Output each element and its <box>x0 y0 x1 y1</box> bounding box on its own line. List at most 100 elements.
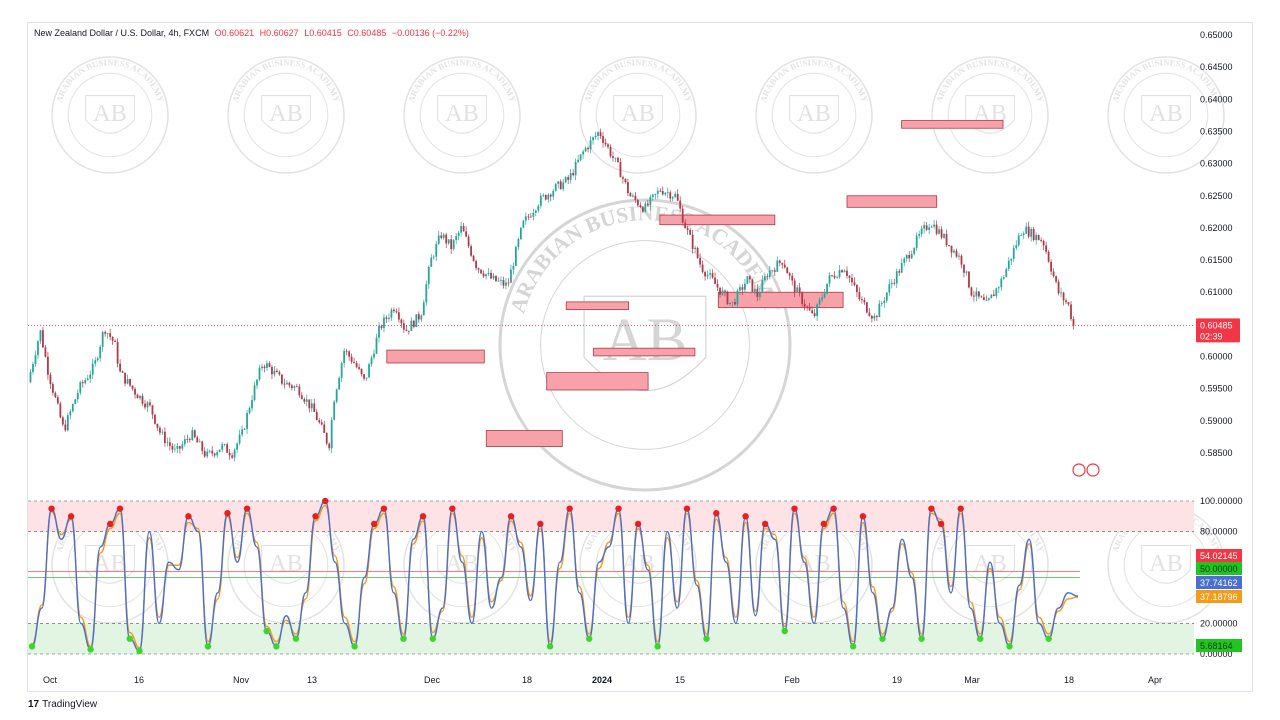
candle-body <box>246 413 248 430</box>
overbought-dot <box>243 505 251 512</box>
watermark-initials: AB <box>93 100 127 127</box>
candle-body <box>569 173 572 180</box>
oversold-dot <box>1006 643 1013 650</box>
candle-body <box>597 132 599 137</box>
candle-body <box>445 234 448 244</box>
overbought-dot <box>419 513 427 520</box>
overbought-band <box>28 501 1194 532</box>
time-tick-label: Feb <box>784 675 800 685</box>
candle-body <box>557 181 560 184</box>
candle-body <box>124 372 126 384</box>
candle-body <box>691 234 694 250</box>
candle-body <box>614 157 617 159</box>
candle-body <box>221 444 224 450</box>
candle-body <box>285 382 288 385</box>
candle-body <box>746 276 749 284</box>
candle-body <box>607 144 609 147</box>
candle-body <box>856 285 858 293</box>
candle-body <box>963 264 965 273</box>
overbought-dot <box>830 505 837 512</box>
oversold-dot <box>273 643 280 650</box>
candle-body <box>39 330 42 342</box>
candle-body <box>781 262 784 265</box>
candle-body <box>442 234 445 238</box>
candle-body <box>599 132 602 137</box>
price-tick-label: 0.62500 <box>1200 191 1233 201</box>
candle-body <box>243 429 246 430</box>
candle-body <box>627 182 629 194</box>
candle-body <box>313 403 316 412</box>
candle-body <box>734 301 736 305</box>
candle-body <box>686 228 689 230</box>
osc-value-badge <box>1196 549 1242 562</box>
candle-body <box>990 294 993 299</box>
candle-body <box>654 193 657 195</box>
candle-body <box>564 177 567 183</box>
candle-body <box>567 177 570 180</box>
candle-body <box>980 296 983 298</box>
candle-body <box>273 370 276 375</box>
candle-body <box>985 299 988 301</box>
candle-body <box>492 275 495 279</box>
last-price-badge <box>1196 318 1240 343</box>
osc-value-text: 37.18796 <box>1200 592 1238 602</box>
overbought-dot <box>116 505 124 512</box>
candle-body <box>1025 226 1028 234</box>
candle-body <box>913 247 916 254</box>
candle-body <box>37 341 39 356</box>
supply-zone <box>846 195 938 208</box>
overbought-dot <box>507 513 515 520</box>
candlestick-series <box>28 128 1194 462</box>
candle-body <box>79 382 82 393</box>
candle-body <box>841 270 843 273</box>
candle-body <box>920 228 923 235</box>
candle-body <box>383 317 385 329</box>
candle-body <box>136 394 139 399</box>
candle-body <box>256 379 258 386</box>
overbought-dot <box>713 510 720 517</box>
candle-body <box>925 225 928 230</box>
supply-zone <box>593 347 696 357</box>
oversold-dot <box>87 646 94 653</box>
candle-body <box>861 299 863 300</box>
candle-body <box>266 363 268 369</box>
ohlc-close: C0.60485 <box>347 28 387 38</box>
candle-body <box>134 388 136 395</box>
bar-countdown: 02:39 <box>1200 331 1223 341</box>
candle-body <box>368 364 370 378</box>
candle-body <box>1037 234 1040 241</box>
candle-body <box>744 283 746 290</box>
candle-body <box>1020 235 1023 236</box>
candle-body <box>183 439 186 445</box>
candle-body <box>729 302 731 305</box>
candle-body <box>191 430 194 441</box>
watermark-outer-ring <box>227 56 345 174</box>
osc-value-text: 50.00000 <box>1200 564 1238 574</box>
symbol-title[interactable]: New Zealand Dollar / U.S. Dollar, 4h, FX… <box>34 28 210 38</box>
oversold-dot <box>28 643 36 650</box>
candle-body <box>156 423 159 428</box>
candle-body <box>726 291 729 305</box>
candle-body <box>218 449 221 453</box>
watermark-initials: AB <box>973 550 1007 577</box>
candle-body <box>818 299 821 305</box>
price-tick-label: 0.59500 <box>1200 384 1233 394</box>
osc-tick-label: 0.00000 <box>1200 649 1233 659</box>
flag-icon <box>1086 463 1100 477</box>
candle-body <box>450 239 453 249</box>
candle-body <box>714 277 716 284</box>
oversold-band <box>28 623 1194 654</box>
candle-body <box>164 431 166 444</box>
candle-body <box>739 287 741 291</box>
candle-body <box>753 288 756 292</box>
candle-body <box>970 287 973 296</box>
overbought-dot <box>742 513 749 520</box>
candle-body <box>1030 228 1033 237</box>
candle-body <box>1027 226 1030 237</box>
candle-body <box>880 302 883 304</box>
time-tick-label: Dec <box>424 675 441 685</box>
tradingview-logo[interactable]: 17 TradingView <box>28 699 98 710</box>
